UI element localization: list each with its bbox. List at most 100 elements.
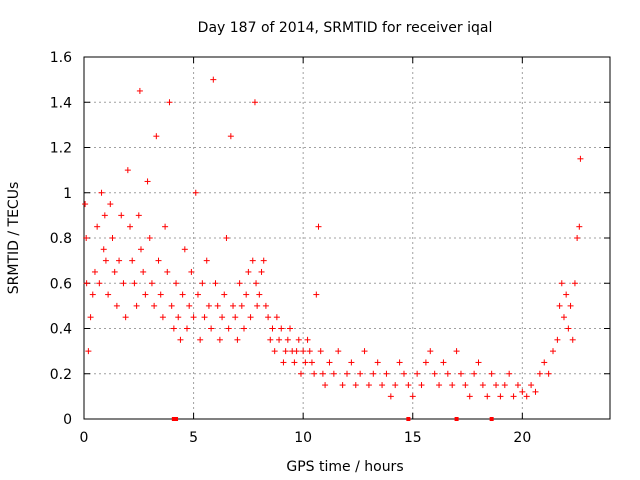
data-point (284, 336, 291, 343)
data-point (208, 325, 215, 332)
data-point (89, 291, 96, 298)
y-tick-label: 0.6 (50, 276, 72, 292)
data-point (243, 291, 250, 298)
data-point (567, 302, 574, 309)
data-point (221, 291, 228, 298)
data-point (254, 302, 261, 309)
data-point (370, 370, 377, 377)
data-point (111, 268, 118, 275)
data-point (164, 268, 171, 275)
y-tick-label: 1.4 (50, 95, 72, 111)
data-point (190, 314, 197, 321)
data-point (418, 382, 425, 389)
data-point (236, 280, 243, 287)
data-point (449, 382, 456, 389)
data-point (157, 291, 164, 298)
data-point (444, 370, 451, 377)
data-point (225, 325, 232, 332)
x-tick-label: 5 (189, 430, 198, 446)
data-point (317, 348, 324, 355)
data-point (251, 99, 258, 106)
data-point (175, 314, 182, 321)
data-point (528, 382, 535, 389)
data-point (94, 223, 101, 230)
y-tick-label: 1.2 (50, 141, 72, 157)
data-point (122, 314, 129, 321)
data-point (357, 370, 364, 377)
data-point (212, 280, 219, 287)
data-point (135, 212, 142, 219)
data-point (253, 280, 260, 287)
data-point (322, 382, 329, 389)
data-point (127, 223, 134, 230)
data-point (262, 302, 269, 309)
data-point (129, 257, 136, 264)
data-point (232, 314, 239, 321)
data-point (306, 348, 313, 355)
data-point (118, 212, 125, 219)
data-point (506, 370, 513, 377)
data-point (532, 388, 539, 395)
data-point (462, 382, 469, 389)
data-point (282, 348, 289, 355)
data-point (436, 382, 443, 389)
data-point (155, 257, 162, 264)
data-point (109, 235, 116, 241)
data-point (574, 235, 581, 241)
x-tick-label: 0 (80, 430, 89, 446)
data-point (87, 314, 94, 321)
data-point (414, 370, 421, 377)
plot-frame (83, 56, 611, 420)
data-point (144, 178, 151, 185)
data-point (523, 393, 530, 400)
data-point (519, 388, 526, 395)
data-point (453, 348, 460, 355)
data-point (379, 382, 386, 389)
data-point (392, 382, 399, 389)
data-points (82, 76, 584, 421)
data-point (311, 370, 318, 377)
data-point (304, 336, 311, 343)
data-point (170, 325, 177, 332)
data-point (569, 336, 576, 343)
data-point (302, 359, 309, 366)
data-point (493, 382, 500, 389)
data-point (271, 348, 278, 355)
data-point (514, 382, 521, 389)
data-point (249, 257, 256, 264)
data-point (188, 268, 195, 275)
data-point (153, 133, 160, 140)
data-point (100, 246, 107, 253)
data-point (501, 382, 508, 389)
data-point (140, 268, 147, 275)
data-point (133, 302, 140, 309)
data-point (203, 257, 210, 264)
data-point (210, 76, 217, 83)
zero-marker (171, 417, 176, 421)
x-tick-label: 20 (513, 430, 531, 446)
data-point (308, 359, 315, 366)
data-point (396, 359, 403, 366)
data-point (457, 370, 464, 377)
data-point (186, 302, 193, 309)
data-point (287, 325, 294, 332)
data-point (245, 268, 252, 275)
data-point (422, 359, 429, 366)
data-point (267, 336, 274, 343)
data-point (131, 280, 138, 287)
data-point (556, 302, 563, 309)
data-point (181, 246, 188, 253)
zero-marker (406, 417, 411, 421)
data-point (315, 223, 322, 230)
data-point (177, 336, 184, 343)
y-tick-label: 0.4 (50, 322, 72, 338)
data-point (227, 133, 234, 140)
axis-ticks (83, 56, 610, 420)
zero-marker (489, 417, 494, 421)
data-point (137, 246, 144, 253)
data-point (216, 336, 223, 343)
data-point (510, 393, 517, 400)
data-point (184, 325, 191, 332)
data-point (475, 359, 482, 366)
data-point (297, 370, 304, 377)
